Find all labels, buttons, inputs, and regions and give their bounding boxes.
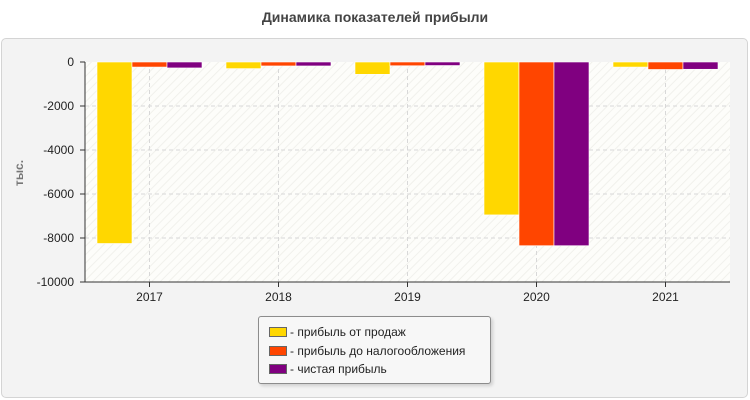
bar-series-2-2017 (166, 61, 203, 69)
bar-series-1-2018 (260, 61, 297, 67)
legend-swatch-net-profit (269, 364, 287, 374)
bar-series-1-2017 (131, 61, 168, 68)
bar-series-0-2018 (225, 61, 262, 69)
bar-series-1-2021 (647, 61, 684, 70)
bar-series-0-2017 (96, 61, 133, 244)
legend-item-sales-profit: - прибыль от продаж (269, 325, 406, 339)
bar-series-0-2020 (483, 61, 520, 216)
chart-title: Динамика показателей прибыли (261, 9, 489, 25)
plot-background (85, 62, 730, 282)
legend-swatch-sales-profit (269, 327, 287, 337)
legend-swatch-pretax-profit (269, 346, 287, 356)
y-tick-label: -2000 (43, 99, 74, 113)
y-tick-label: -10000 (37, 275, 75, 289)
bar-series-2-2018 (295, 61, 332, 67)
legend: - прибыль от продаж - прибыль до налогоо… (258, 316, 491, 384)
bar-series-0-2019 (354, 61, 391, 75)
y-tick-label: 0 (67, 55, 74, 69)
legend-label-sales-profit: - прибыль от продаж (290, 325, 406, 339)
bar-series-2-2021 (682, 61, 719, 70)
y-tick-label: -8000 (43, 231, 74, 245)
x-tick-label: 2017 (136, 290, 163, 304)
bar-series-1-2019 (389, 61, 426, 67)
legend-item-pretax-profit: - прибыль до налогообложения (269, 344, 465, 358)
x-tick-label: 2018 (265, 290, 292, 304)
x-tick-label: 2020 (523, 290, 550, 304)
x-tick-label: 2021 (652, 290, 679, 304)
y-tick-label: -6000 (43, 187, 74, 201)
bar-series-2-2020 (553, 61, 590, 246)
legend-label-net-profit: - чистая прибыль (290, 362, 387, 376)
x-tick-label: 2019 (394, 290, 421, 304)
legend-label-pretax-profit: - прибыль до налогообложения (290, 344, 466, 358)
bar-series-2-2019 (424, 61, 461, 66)
bar-series-0-2021 (612, 61, 649, 68)
bar-series-1-2020 (518, 61, 555, 246)
y-axis-label: тыс. (12, 160, 26, 186)
legend-item-net-profit: - чистая прибыль (269, 362, 387, 376)
y-tick-label: -4000 (43, 143, 74, 157)
